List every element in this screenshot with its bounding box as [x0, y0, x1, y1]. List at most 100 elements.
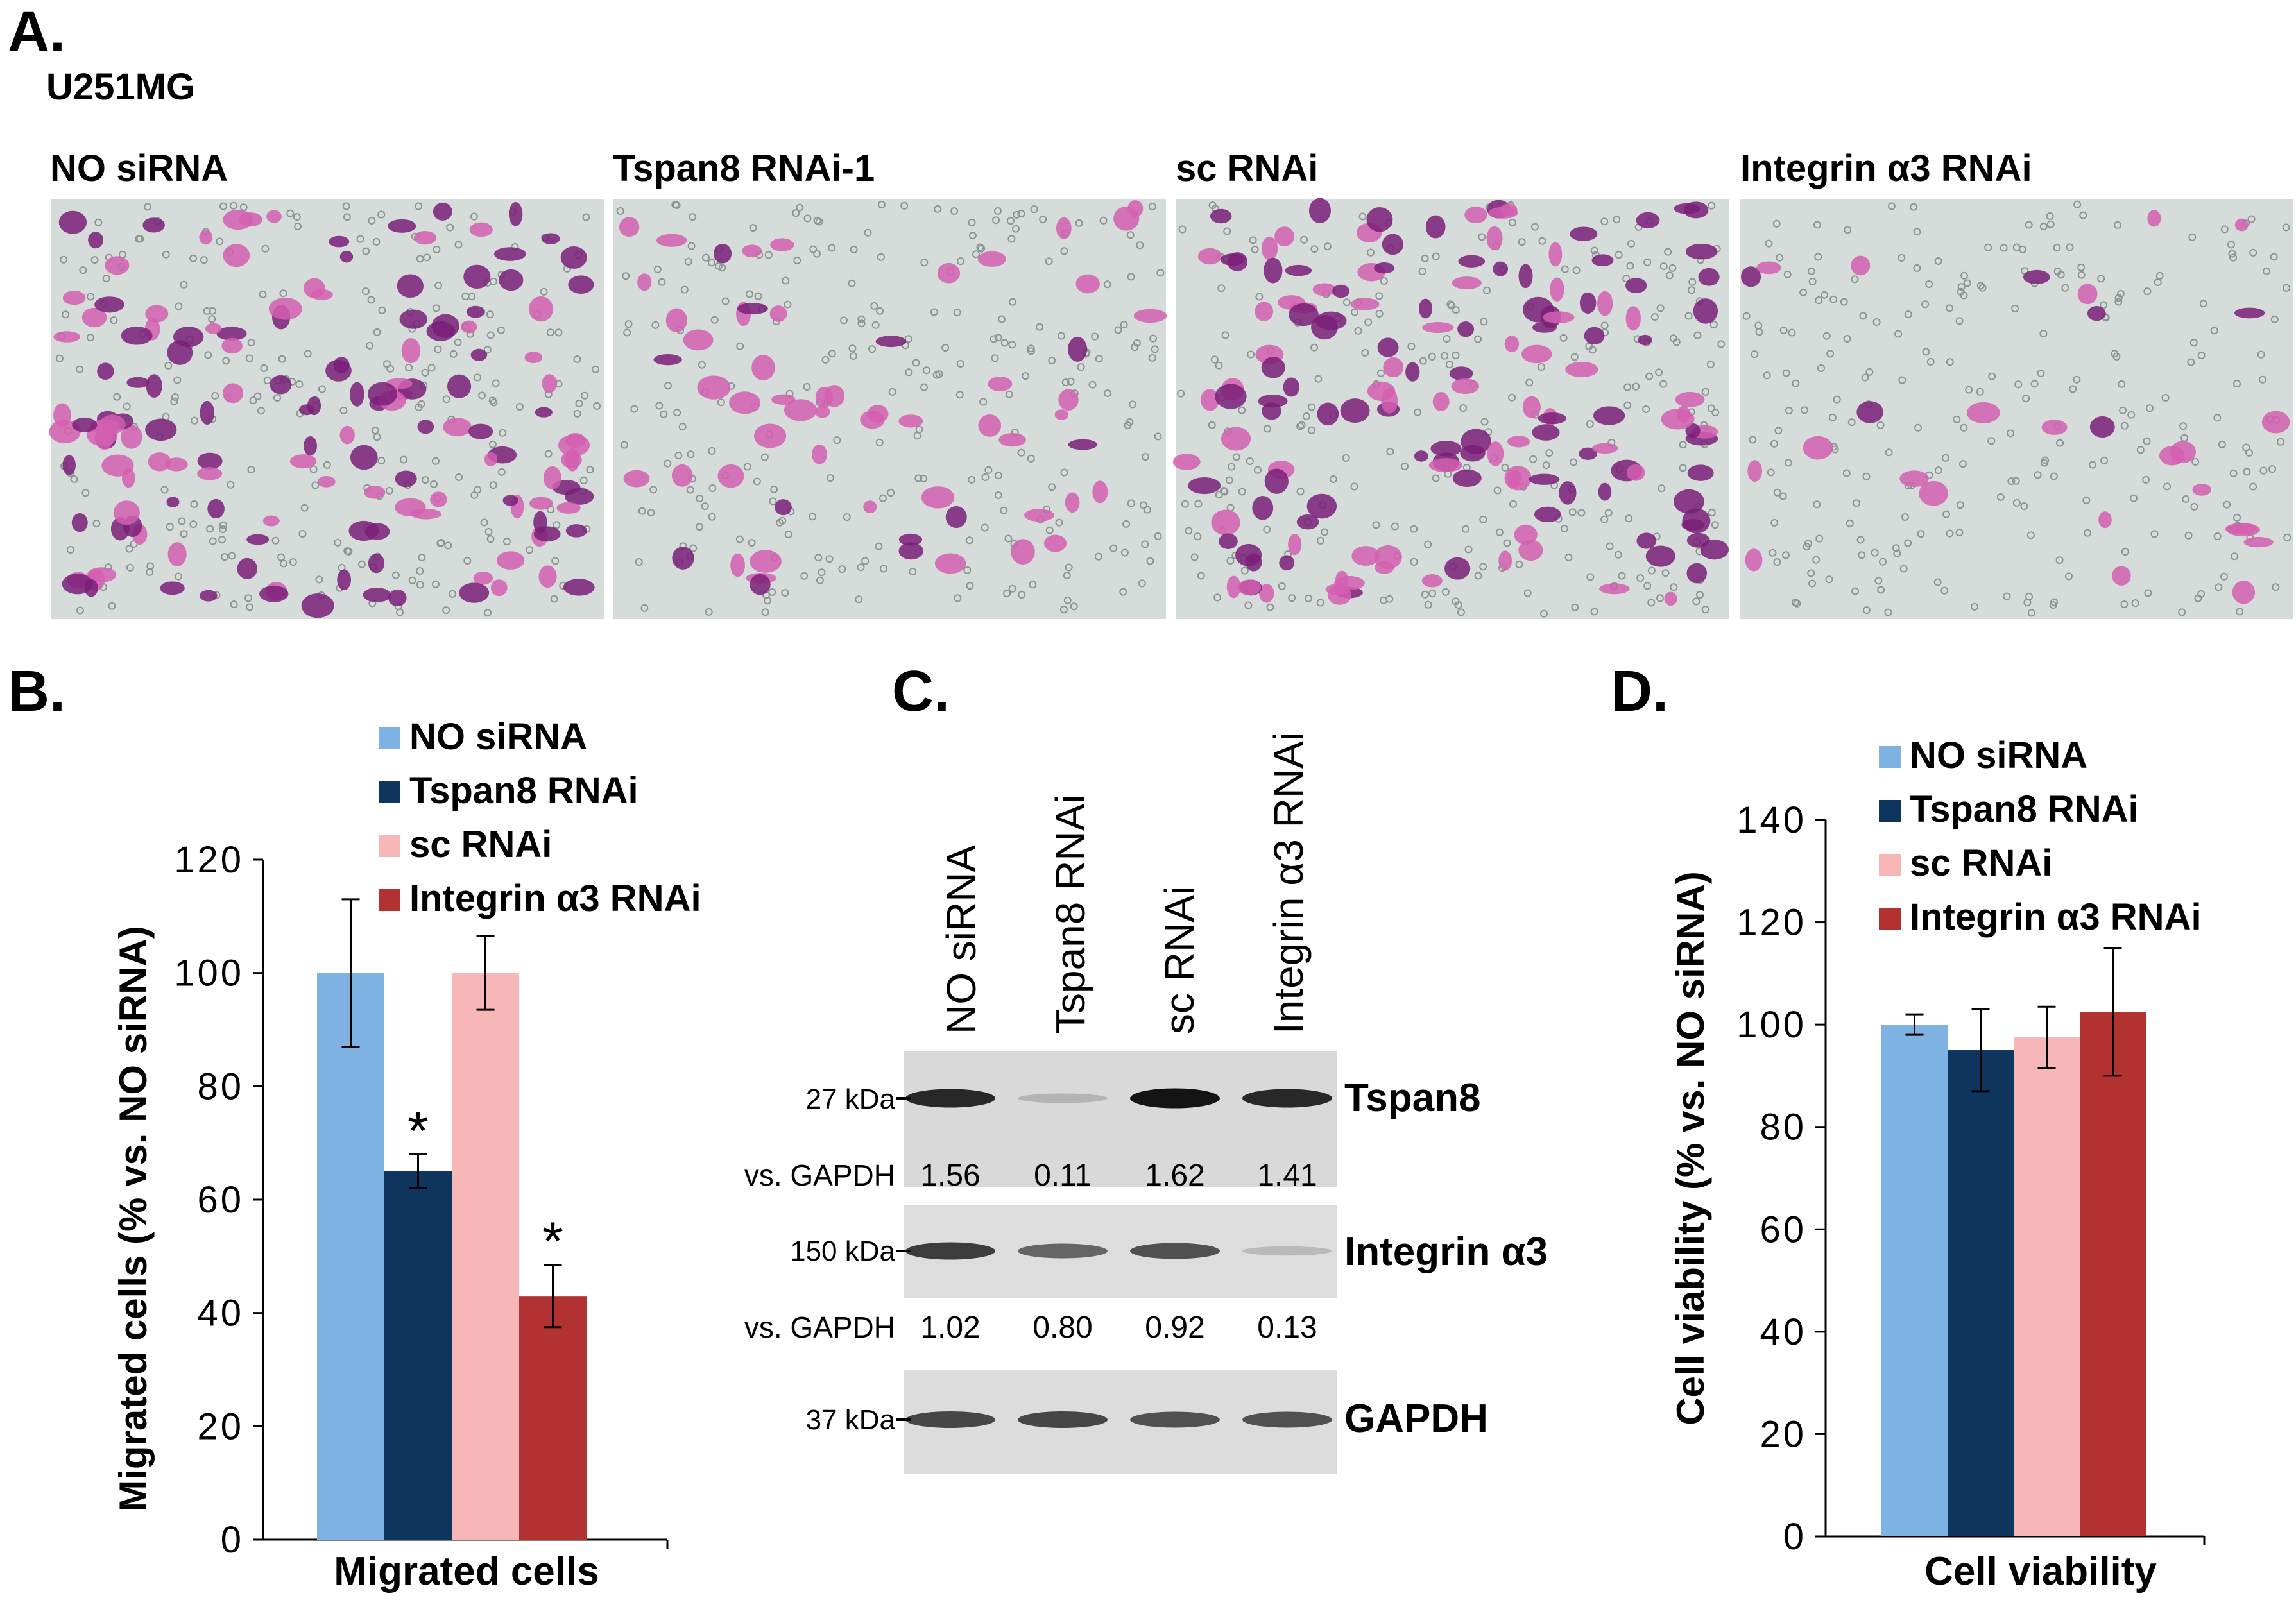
membrane-pore: [849, 352, 857, 361]
quant-2-tspan8: 0.80: [1032, 1311, 1092, 1345]
stained-cell: [1172, 454, 1201, 470]
stained-cell: [1487, 441, 1504, 466]
stained-cell: [2234, 307, 2265, 319]
membrane-pore: [92, 519, 101, 527]
membrane-pore: [1531, 223, 1539, 231]
membrane-pore: [373, 433, 381, 441]
membrane-pore: [1421, 255, 1429, 263]
stained-cell: [1747, 460, 1762, 482]
stained-cell: [1579, 292, 1597, 314]
membrane-pore: [781, 589, 789, 597]
membrane-pore: [1779, 326, 1788, 334]
membrane-pore: [86, 334, 94, 342]
stained-cell: [2234, 218, 2249, 232]
membrane-pore: [991, 354, 999, 362]
stained-cell: [1252, 495, 1274, 520]
membrane-pore: [433, 245, 441, 253]
membrane-pore: [1625, 514, 1633, 523]
membrane-pore: [769, 497, 777, 506]
membrane-pore: [575, 400, 583, 408]
membrane-pore: [2112, 352, 2121, 361]
membrane-pore: [463, 557, 472, 565]
membrane-pore: [934, 205, 942, 213]
stained-cell: [502, 495, 518, 506]
membrane-pore: [2249, 248, 2257, 257]
membrane-pore: [2026, 531, 2035, 540]
membrane-pore: [554, 328, 563, 337]
stained-cell: [166, 497, 180, 507]
membrane-pore: [1538, 237, 1546, 245]
membrane-pore: [1586, 420, 1594, 429]
stained-cell: [565, 432, 586, 448]
membrane-pore: [247, 339, 255, 347]
stained-cell: [266, 210, 282, 223]
marker-integrin: 150 kDa: [790, 1236, 895, 1267]
stained-cell: [72, 417, 98, 432]
membrane-pore: [343, 213, 351, 221]
membrane-pore: [418, 554, 426, 562]
stained-cell: [560, 246, 587, 269]
stained-cell: [898, 533, 923, 546]
membrane-pore: [1706, 361, 1715, 369]
membrane-pore: [1197, 572, 1205, 580]
membrane-pore: [1656, 304, 1665, 312]
membrane-pore: [1767, 468, 1775, 477]
membrane-pore: [190, 500, 198, 508]
membrane-pore: [1067, 377, 1075, 386]
membrane-pore: [635, 558, 643, 566]
stained-cell: [1686, 563, 1708, 584]
stained-cell: [2170, 441, 2197, 463]
membrane-pore: [1636, 574, 1645, 582]
membrane-pore: [793, 256, 801, 264]
membrane-pore: [1847, 418, 1856, 427]
stained-cell: [2041, 420, 2068, 435]
blot-band: [1130, 1088, 1220, 1109]
membrane-pore: [257, 407, 265, 415]
membrane-pore: [2229, 253, 2238, 262]
stained-cell: [145, 305, 169, 323]
membrane-pore: [1354, 327, 1362, 335]
membrane-pore: [1586, 573, 1595, 581]
lane-label-sc-rnai: sc RNAi: [1156, 886, 1203, 1034]
membrane-pore: [1321, 528, 1329, 536]
membrane-pore: [655, 402, 664, 410]
membrane-pore: [2014, 380, 2023, 389]
membrane-pore: [385, 486, 393, 495]
membrane-pore: [400, 455, 408, 464]
stained-cell: [270, 375, 292, 395]
stained-cell: [1693, 298, 1718, 324]
membrane-pore: [955, 391, 964, 399]
membrane-pore: [1215, 361, 1223, 370]
membrane-pore: [721, 297, 730, 305]
stained-cell: [524, 352, 543, 364]
membrane-pore: [62, 310, 70, 319]
stained-cell: [1550, 277, 1564, 302]
membrane-pore: [222, 357, 230, 365]
membrane-pore: [499, 429, 507, 437]
membrane-pore: [1017, 210, 1025, 218]
y-tick-label: 0: [1783, 1516, 1806, 1558]
stained-cell: [1279, 555, 1295, 571]
membrane-pore: [1503, 539, 1511, 547]
significance-marker: *: [407, 1100, 429, 1161]
membrane-pore: [1955, 317, 1964, 325]
membrane-pore: [175, 302, 183, 310]
membrane-pore: [279, 289, 287, 298]
membrane-pore: [1441, 588, 1450, 596]
membrane-pore: [1861, 373, 1869, 382]
stained-cell: [863, 500, 877, 513]
membrane-pore: [1421, 590, 1429, 599]
stained-cell: [1598, 482, 1612, 501]
membrane-pore: [760, 453, 769, 461]
stained-cell: [1458, 255, 1486, 268]
membrane-pore: [279, 559, 287, 568]
membrane-pore: [1190, 553, 1199, 561]
stained-cell: [1636, 532, 1657, 549]
bar: [1948, 1050, 2014, 1536]
stained-cell: [81, 307, 107, 328]
membrane-pore: [698, 361, 706, 369]
membrane-pore: [1833, 395, 1841, 404]
stained-cell: [473, 571, 493, 585]
membrane-pore: [442, 606, 450, 615]
membrane-pore: [1410, 557, 1418, 566]
